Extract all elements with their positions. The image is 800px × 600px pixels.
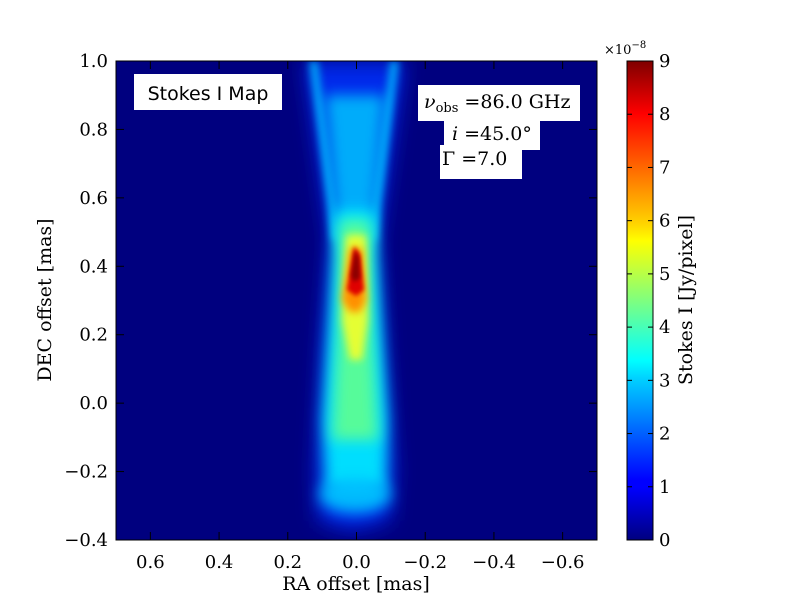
y-tick-label: 0.0 bbox=[79, 393, 108, 414]
frequency-box: νobs =86.0 GHz bbox=[418, 85, 580, 121]
colorbar-tick-label: 9 bbox=[659, 51, 670, 72]
colorbar-tick-label: 3 bbox=[659, 370, 670, 391]
colorbar-tick-label: 4 bbox=[659, 317, 670, 338]
x-tick-label: 0.4 bbox=[205, 552, 234, 573]
colorbar-ticks: 0 1 2 3 4 5 6 7 8 9 bbox=[627, 51, 670, 551]
x-tick-label: −0.4 bbox=[472, 552, 516, 573]
x-tick-label: 0.6 bbox=[136, 552, 165, 573]
jet-left-limb bbox=[309, 61, 340, 240]
colorbar-tick-label: 2 bbox=[659, 424, 670, 445]
y-tick-label: 1.0 bbox=[79, 51, 108, 72]
colorbar-tick-label: 7 bbox=[659, 157, 670, 178]
lorentz-factor-label: Γ =7.0 bbox=[442, 148, 507, 170]
colorbar-gradient bbox=[626, 60, 654, 541]
y-tick-label: 0.4 bbox=[79, 256, 108, 277]
colorbar-tick-label: 0 bbox=[659, 530, 670, 551]
y-axis-ticks: −0.4 −0.2 0.0 0.2 0.4 0.6 0.8 1.0 bbox=[64, 51, 597, 551]
colorbar-tick-label: 6 bbox=[659, 211, 670, 232]
colorbar-tick-label: 5 bbox=[659, 264, 670, 285]
y-axis-label: DEC offset [mas] bbox=[34, 218, 56, 381]
x-axis-label: RA offset [mas] bbox=[282, 573, 430, 595]
y-tick-label: −0.2 bbox=[64, 462, 108, 483]
y-tick-label: 0.8 bbox=[79, 119, 108, 140]
jet-emission bbox=[305, 61, 404, 530]
x-tick-label: −0.2 bbox=[403, 552, 447, 573]
colorbar-label: Stokes I [Jy/pixel] bbox=[675, 215, 697, 385]
x-axis-ticks: 0.6 0.4 0.2 0.0 −0.2 −0.4 −0.6 bbox=[136, 61, 585, 573]
y-tick-label: 0.2 bbox=[79, 325, 108, 346]
map-label: Stokes I Map bbox=[148, 83, 269, 105]
inclination-label: i =45.0° bbox=[452, 123, 532, 145]
map-label-box: Stokes I Map bbox=[134, 74, 282, 110]
y-tick-label: −0.4 bbox=[64, 530, 108, 551]
x-tick-label: −0.6 bbox=[541, 552, 585, 573]
x-tick-label: 0.2 bbox=[273, 552, 302, 573]
colorbar: 0 1 2 3 4 5 6 7 8 9 ×10−8 Stokes I [Jy/pixel] bbox=[604, 40, 697, 551]
frequency-label: νobs =86.0 GHz bbox=[424, 91, 570, 116]
jet-peak-darkred bbox=[351, 250, 360, 282]
y-tick-label: 0.6 bbox=[79, 188, 108, 209]
jet-base bbox=[319, 477, 391, 513]
colorbar-tick-label: 8 bbox=[659, 104, 670, 125]
lorentz-factor-box: Γ =7.0 bbox=[440, 145, 522, 179]
colorbar-multiplier: ×10−8 bbox=[604, 40, 646, 58]
colorbar-tick-label: 1 bbox=[659, 477, 670, 498]
x-tick-label: 0.0 bbox=[342, 552, 371, 573]
inclination-box: i =45.0° bbox=[444, 116, 540, 150]
